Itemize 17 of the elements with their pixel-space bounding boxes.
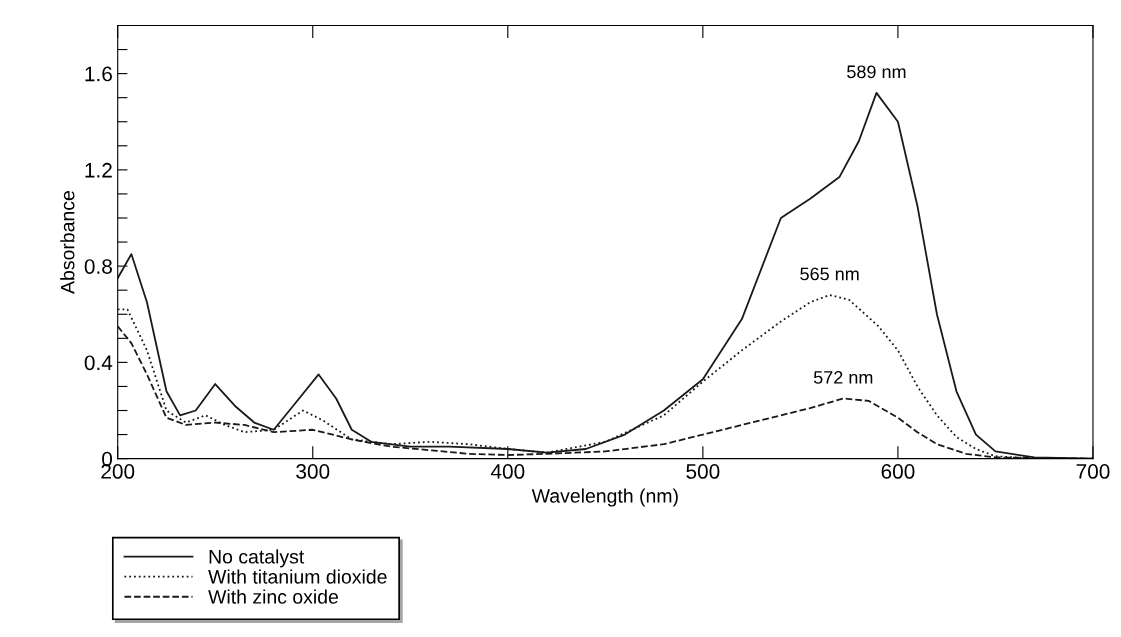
x-tick-label: 600 [881,464,915,479]
annotation: 565 nm [800,267,859,281]
legend-label: With titanium dioxide [208,569,387,584]
legend-label: No catalyst [209,549,305,568]
y-tick-label: 0.8 [84,259,112,274]
x-axis-title: Wavelength (nm) [531,488,678,507]
annotation: 589 nm [847,65,906,79]
x-tick-label: 300 [296,464,330,479]
x-tick-label: 500 [686,464,720,479]
y-axis-title: Absorbance [60,191,75,294]
y-tick-label: 1.2 [85,162,112,178]
annotation: 572 nm [813,371,873,384]
y-tick-label: 0.4 [84,355,113,371]
legend-label: With zinc oxide [208,589,338,604]
y-tick-label: 1.6 [85,66,112,82]
x-tick-label: 400 [490,464,525,479]
x-tick-label: 700 [1076,464,1110,479]
